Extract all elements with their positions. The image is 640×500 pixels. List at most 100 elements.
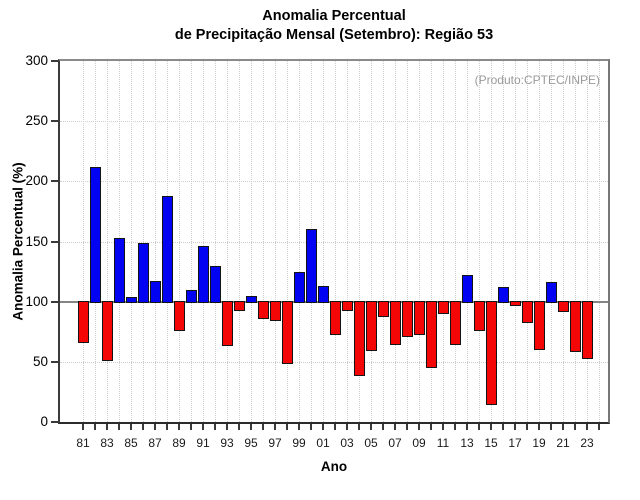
x-tick-label: 15	[484, 436, 498, 450]
bar-1986	[138, 242, 149, 303]
bar-1983	[102, 300, 113, 361]
x-axis-tick	[214, 424, 216, 430]
bar-2016	[498, 287, 509, 303]
bar-1993	[222, 300, 233, 347]
bar-1989	[174, 300, 185, 331]
bar-2008	[402, 300, 413, 337]
chart-title: Anomalia Percentual de Precipitação Mens…	[0, 7, 640, 45]
grid-hline	[60, 241, 608, 243]
bar-1999	[294, 271, 305, 303]
bar-2002	[330, 300, 341, 336]
x-tick-label: 83	[100, 436, 114, 450]
x-axis-tick	[562, 424, 564, 430]
x-axis-tick	[142, 424, 144, 430]
x-tick-label: 03	[340, 436, 354, 450]
y-axis-tick	[51, 60, 58, 62]
bar-2014	[474, 300, 485, 331]
x-tick-label: 11	[436, 436, 450, 450]
x-tick-label: 95	[244, 436, 258, 450]
bar-2012	[450, 300, 461, 345]
x-tick-label: 13	[460, 436, 474, 450]
bar-1994	[234, 300, 245, 312]
bar-1982	[90, 166, 101, 303]
bar-2023	[582, 300, 593, 360]
bar-2017	[510, 300, 521, 307]
x-axis-tick	[262, 424, 264, 430]
bar-2001	[318, 286, 329, 303]
x-axis-tick	[466, 424, 468, 430]
x-axis-tick	[274, 424, 276, 430]
y-tick-label: 300	[25, 53, 48, 68]
bar-2006	[378, 300, 389, 318]
x-axis-tick	[322, 424, 324, 430]
bar-1996	[258, 300, 269, 319]
bar-2015	[486, 300, 497, 406]
x-axis-tick	[238, 424, 240, 430]
x-axis-tick	[334, 424, 336, 430]
x-tick-label: 17	[508, 436, 522, 450]
bar-2004	[354, 300, 365, 377]
x-axis-tick	[118, 424, 120, 430]
plot-area: (Produto:CPTEC/INPE)	[58, 59, 610, 424]
x-axis-tick	[538, 424, 540, 430]
y-axis-tick	[51, 360, 58, 363]
y-axis-tick	[51, 300, 58, 303]
x-tick-label: 91	[196, 436, 210, 450]
grid-hline	[60, 121, 608, 123]
x-tick-label: 87	[148, 436, 162, 450]
x-tick-label: 97	[268, 436, 282, 450]
x-tick-label: 09	[412, 436, 426, 450]
bar-1992	[210, 265, 221, 303]
product-credit-label: (Produto:CPTEC/INPE)	[474, 73, 600, 87]
x-axis-tick	[178, 424, 180, 430]
x-axis-tick	[442, 424, 444, 430]
bar-2005	[366, 300, 377, 351]
y-tick-label: 200	[25, 173, 48, 189]
x-axis-tick	[382, 424, 384, 430]
x-axis-tick	[154, 424, 156, 430]
grid-hline	[60, 361, 608, 363]
bar-1984	[114, 237, 125, 303]
x-axis-tick	[130, 424, 132, 430]
bar-2022	[570, 300, 581, 353]
bar-1981	[78, 300, 89, 343]
bar-2020	[546, 282, 557, 303]
x-tick-label: 05	[364, 436, 378, 450]
x-axis-tick	[430, 424, 432, 430]
x-axis-tick	[418, 424, 420, 430]
bar-1987	[150, 281, 161, 303]
bar-2000	[306, 229, 317, 303]
x-axis-tick	[298, 424, 300, 430]
bar-2003	[342, 300, 353, 312]
x-axis-tick	[190, 424, 192, 430]
x-axis-title: Ano	[320, 459, 348, 474]
x-axis-tick	[502, 424, 504, 430]
x-axis-tick	[574, 424, 576, 430]
bar-1988	[162, 195, 173, 303]
x-axis-tick	[406, 424, 408, 430]
x-axis-tick	[394, 424, 396, 430]
bar-2013	[462, 275, 473, 303]
x-axis-tick	[226, 424, 228, 430]
y-axis-tick	[51, 421, 58, 423]
chart-title-line1: Anomalia Percentual	[262, 8, 406, 24]
x-axis-tick	[454, 424, 456, 430]
bar-1991	[198, 246, 209, 303]
chart-title-line2: de Precipitação Mensal (Setembro): Regiã…	[174, 27, 494, 43]
x-axis-tick	[286, 424, 288, 430]
x-tick-label: 07	[388, 436, 402, 450]
x-axis-tick	[598, 424, 600, 430]
x-tick-label: 99	[292, 436, 306, 450]
x-tick-label: 93	[220, 436, 234, 450]
x-tick-label: 21	[556, 436, 570, 450]
y-axis-tick	[51, 240, 58, 243]
grid-hline	[60, 181, 608, 183]
bar-1998	[282, 300, 293, 365]
bar-2007	[390, 300, 401, 345]
x-tick-label: 85	[124, 436, 138, 450]
y-axis-tick	[51, 120, 58, 123]
bar-1997	[270, 300, 281, 321]
y-tick-label: 250	[25, 113, 48, 129]
y-axis-tick	[51, 180, 58, 183]
